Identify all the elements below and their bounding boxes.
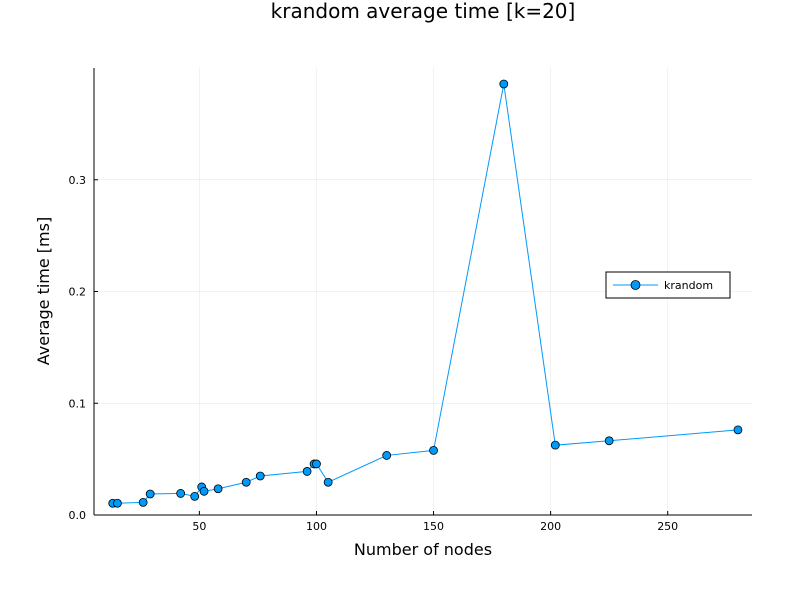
legend-label-krandom: krandom [664, 279, 713, 292]
data-point [429, 446, 438, 455]
data-point [302, 467, 312, 476]
data-point [145, 489, 155, 499]
x-ticks: 50 100 150 200 250 [192, 511, 678, 533]
x-axis-label: Number of nodes [354, 540, 492, 559]
data-point [382, 451, 392, 460]
x-tick-label: 150 [423, 520, 444, 533]
y-tick-label: 0.1 [69, 397, 87, 410]
chart-title: krandom average time [k=20] [271, 0, 576, 23]
data-point [604, 436, 614, 446]
data-point [190, 491, 200, 501]
data-point [550, 440, 560, 450]
series-group [108, 79, 743, 508]
data-point [499, 79, 509, 89]
data-point [138, 497, 148, 507]
y-axis-label: Average time [ms] [34, 217, 53, 365]
y-tick-label: 0.0 [69, 509, 87, 522]
data-point [255, 471, 265, 481]
data-point [199, 486, 209, 496]
data-point [312, 459, 321, 469]
legend: krandom [605, 271, 731, 299]
y-tick-label: 0.2 [69, 286, 87, 299]
legend-marker-krandom [630, 280, 641, 290]
y-ticks: 0.0 0.1 0.2 0.3 [69, 174, 98, 522]
x-tick-label: 200 [540, 520, 561, 533]
data-point [241, 477, 251, 487]
data-point [213, 484, 223, 494]
data-point [733, 425, 743, 435]
data-point [176, 489, 186, 498]
x-tick-label: 100 [306, 520, 327, 533]
x-tick-label: 250 [657, 520, 678, 533]
x-tick-label: 50 [192, 520, 206, 533]
data-point [323, 477, 333, 487]
y-tick-label: 0.3 [69, 174, 87, 187]
data-point [113, 498, 122, 508]
